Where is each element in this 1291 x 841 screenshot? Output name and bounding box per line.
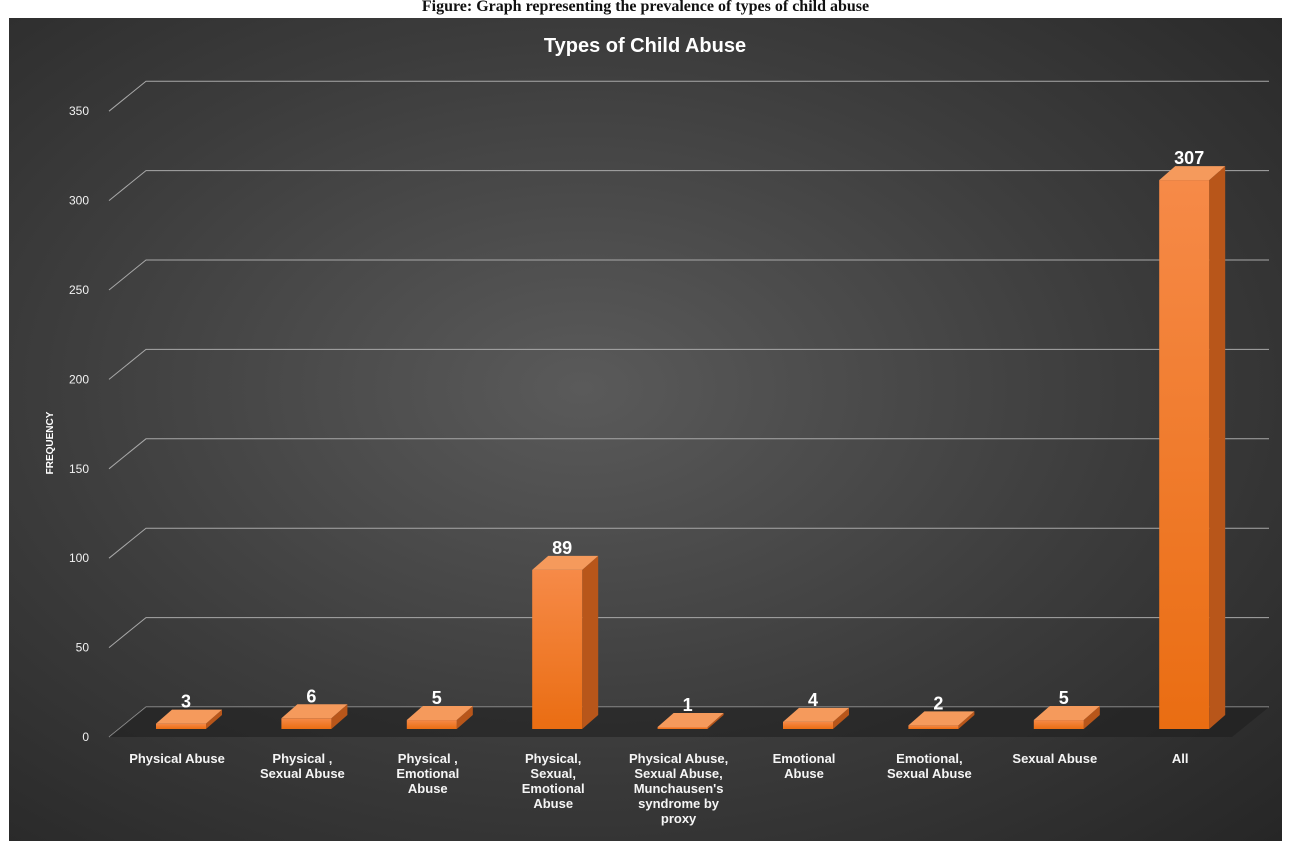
- x-tick-label-8: All: [1172, 751, 1189, 766]
- y-tick-label: 200: [69, 372, 89, 386]
- y-tick-label: 100: [69, 551, 89, 565]
- bar-top-face: [281, 704, 348, 719]
- bar-top-face: [406, 706, 473, 721]
- bar-front-face: [1033, 720, 1084, 729]
- y-tick-label: 350: [69, 104, 89, 118]
- gridline-350: [108, 80, 1269, 112]
- chart-title: Types of Child Abuse: [544, 35, 746, 57]
- figure-caption: Figure: Graph representing the prevalenc…: [0, 0, 1291, 18]
- bar-4: [657, 713, 724, 729]
- gridline-300: [108, 170, 1269, 201]
- gridline-250: [108, 259, 1269, 291]
- bars: [156, 166, 1226, 730]
- x-tick-label-6: Emotional, Sexual Abuse: [887, 751, 972, 781]
- y-tick-label: 300: [69, 194, 89, 208]
- gridline-150: [108, 438, 1269, 470]
- bar-side-face: [331, 704, 348, 729]
- bar-side-face: [1083, 706, 1100, 729]
- data-label-2: 5: [432, 688, 442, 708]
- x-tick-label-1: Physical , Sexual Abuse: [260, 751, 345, 781]
- bar-8: [1159, 166, 1226, 730]
- y-tick-label: 250: [69, 283, 89, 297]
- data-label-3: 89: [552, 538, 572, 558]
- bar-7: [1033, 706, 1100, 729]
- bar-top-face: [156, 709, 222, 724]
- bar-front-face: [281, 718, 332, 729]
- labels: 3 Physical Abuse 6 Physical , Sexual Abuse 5 P…: [129, 148, 1204, 826]
- data-label-6: 2: [933, 693, 943, 713]
- bar-3: [532, 555, 599, 729]
- gridline-200: [108, 348, 1269, 380]
- bar-front-face: [657, 727, 708, 729]
- bar-chart: 0 50 100 150 200 250 300 350 3 Physical Abuse 6 Ph…: [45, 35, 1269, 826]
- bar-0: [156, 709, 222, 729]
- y-axis-label: FREQUENCY: [45, 411, 56, 474]
- x-tick-label-4: Physical Abuse, Sexual Abuse, Munchausen's…: [629, 751, 728, 826]
- bar-top-face: [1159, 166, 1226, 181]
- bar-top-face: [908, 711, 975, 726]
- bar-side-face: [1209, 166, 1226, 730]
- bar-top-face: [783, 707, 849, 722]
- y-tick-label: 150: [69, 462, 89, 476]
- data-label-0: 3: [181, 692, 191, 712]
- bar-top-face: [532, 555, 599, 570]
- data-label-7: 5: [1059, 688, 1069, 708]
- bar-front-face: [908, 725, 959, 729]
- data-label-1: 6: [306, 686, 316, 706]
- data-label-4: 1: [683, 695, 693, 715]
- bar-front-face: [406, 720, 457, 729]
- x-tick-label-5: Emotional Abuse: [773, 751, 836, 781]
- gridline-50: [108, 617, 1269, 648]
- bar-side-face: [833, 707, 849, 729]
- x-tick-label-7: Sexual Abuse: [1012, 751, 1097, 766]
- x-tick-label-3: Physical, Sexual, Emotional Abuse: [522, 751, 585, 811]
- bar-front-face: [1159, 180, 1210, 730]
- x-tick-label-0: Physical Abuse: [129, 751, 225, 766]
- data-label-5: 4: [808, 690, 818, 710]
- y-tick-label: 0: [82, 730, 89, 744]
- gridlines: 0 50 100 150 200 250 300 350: [69, 80, 1269, 744]
- data-label-8: 307: [1174, 148, 1204, 168]
- bar-front-face: [156, 723, 206, 729]
- y-tick-label: 50: [76, 641, 90, 655]
- bar-2: [406, 706, 473, 729]
- bar-top-face: [1033, 706, 1100, 721]
- bar-front-face: [783, 721, 833, 729]
- bar-top-face: [657, 713, 724, 727]
- bar-side-face: [582, 555, 599, 729]
- bar-side-face: [456, 706, 473, 729]
- bar-side-face: [958, 711, 975, 729]
- bar-1: [281, 704, 348, 729]
- chart-panel: 0 50 100 150 200 250 300 350 3 Physical Abuse 6 Ph…: [9, 18, 1282, 841]
- bar-side-face: [707, 713, 724, 729]
- bar-6: [908, 711, 975, 729]
- x-tick-label-2: Physical , Emotional Abuse: [396, 751, 459, 796]
- gridline-100: [108, 527, 1269, 559]
- bar-5: [783, 707, 849, 729]
- bar-front-face: [532, 569, 583, 729]
- bar-side-face: [206, 709, 222, 729]
